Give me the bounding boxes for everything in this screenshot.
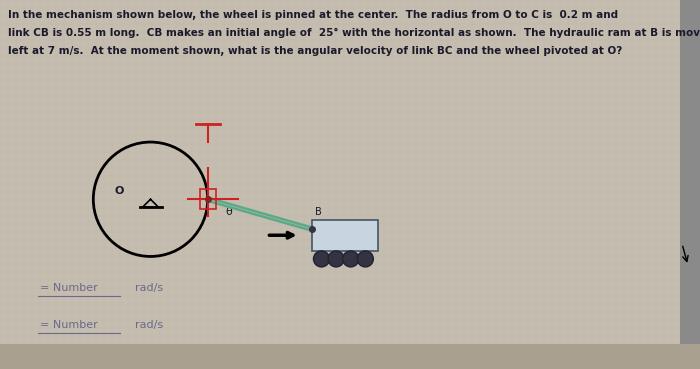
Bar — [680, 0, 700, 369]
Text: rad/s: rad/s — [135, 283, 163, 293]
Circle shape — [358, 251, 373, 267]
Text: In the mechanism shown below, the wheel is pinned at the center.  The radius fro: In the mechanism shown below, the wheel … — [8, 10, 618, 20]
Text: rad/s: rad/s — [135, 320, 163, 330]
Bar — [0, 344, 700, 369]
Circle shape — [328, 251, 344, 267]
Bar — [312, 220, 378, 251]
Text: = Number: = Number — [40, 283, 98, 293]
Text: left at 7 m/s.  At the moment shown, what is the angular velocity of link BC and: left at 7 m/s. At the moment shown, what… — [8, 46, 622, 56]
Text: B: B — [316, 207, 322, 217]
Text: = Number: = Number — [40, 320, 98, 330]
Text: O: O — [114, 186, 124, 196]
Circle shape — [314, 251, 330, 267]
Text: θ: θ — [225, 207, 232, 217]
Text: link CB is 0.55 m long.  CB makes an initial angle of  25° with the horizontal a: link CB is 0.55 m long. CB makes an init… — [8, 28, 700, 38]
Circle shape — [343, 251, 358, 267]
Bar — [199, 189, 216, 209]
